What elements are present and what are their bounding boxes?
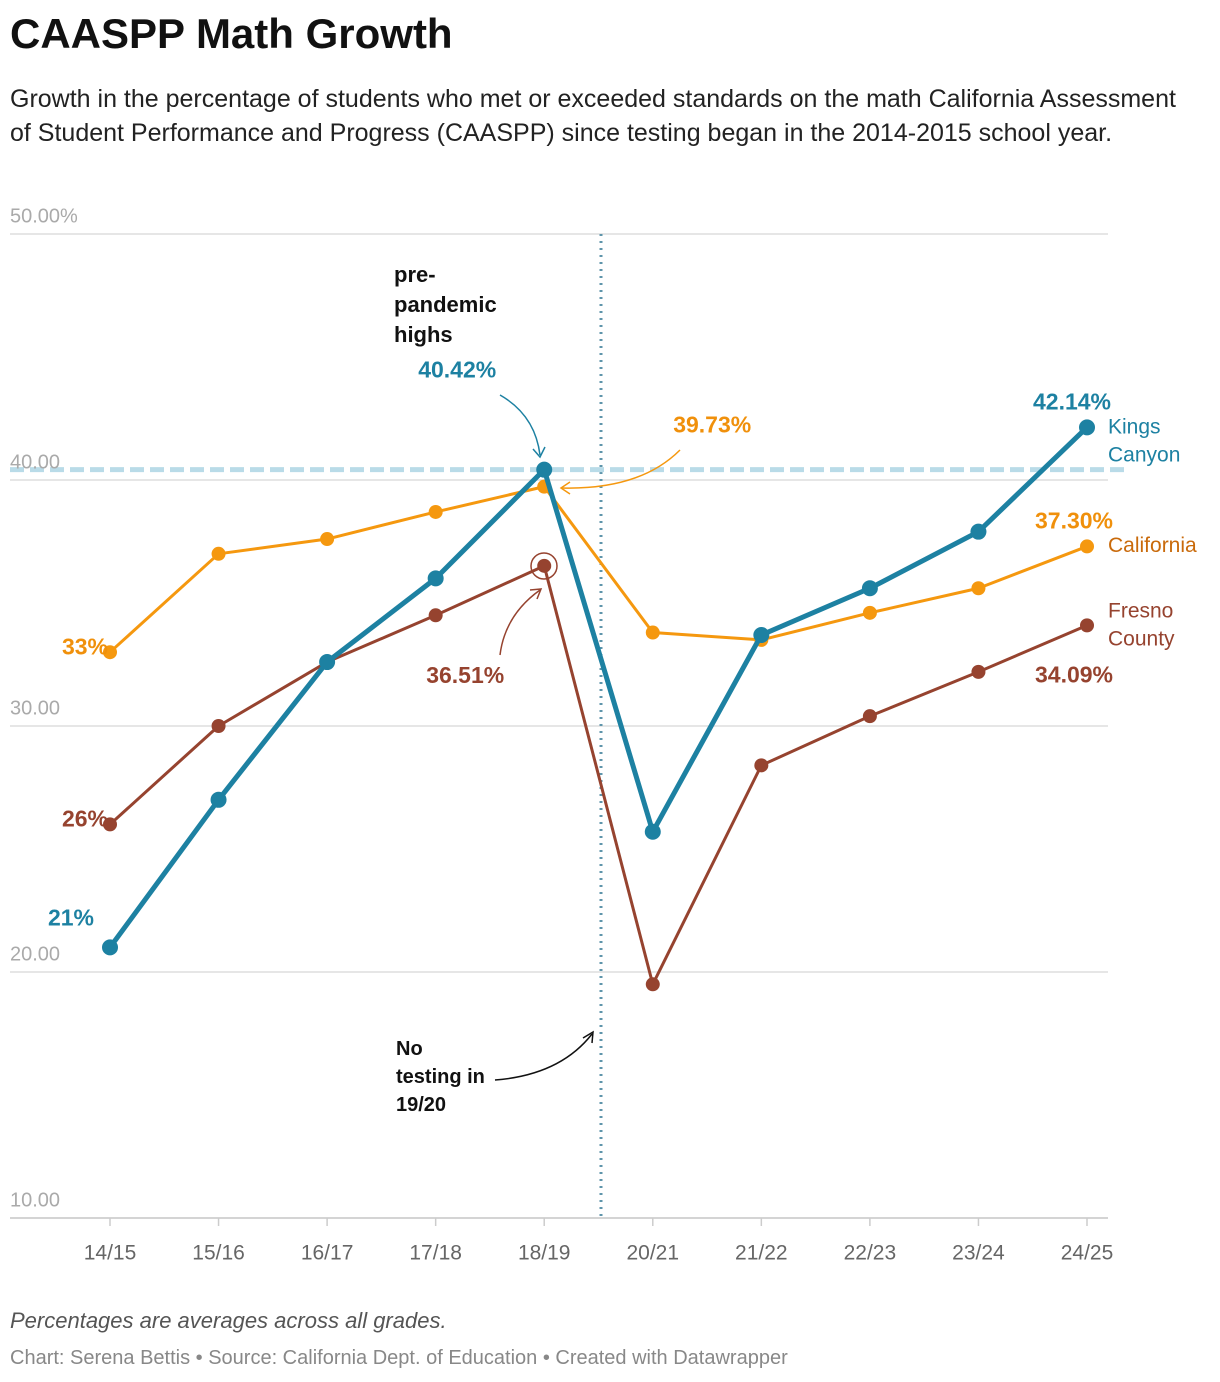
value-label: 40.42% [418, 357, 496, 383]
x-tick-label: 23/24 [952, 1242, 1005, 1265]
x-tick-label: 20/21 [626, 1242, 679, 1265]
note: Percentages are averages across all grad… [10, 1308, 447, 1333]
series-label: California [1108, 534, 1197, 557]
x-tick-label: 18/19 [518, 1242, 571, 1265]
value-label: 42.14% [1033, 388, 1111, 414]
x-tick-label: 14/15 [84, 1242, 137, 1265]
data-point [644, 823, 661, 840]
arrow [494, 1033, 593, 1081]
y-tick-label: 30.00 [10, 697, 60, 719]
value-label: 39.73% [673, 412, 751, 438]
data-point [1079, 419, 1095, 436]
data-point [319, 654, 336, 671]
data-point [210, 791, 227, 808]
series-line [108, 485, 1088, 654]
data-point [971, 664, 986, 679]
value-label: 36.51% [426, 662, 504, 688]
x-tick-label: 24/25 [1061, 1242, 1114, 1265]
data-point [645, 977, 660, 992]
arrowhead [529, 588, 543, 600]
x-tick-label: 16/17 [301, 1242, 354, 1265]
data-point [320, 532, 335, 547]
series-line [107, 425, 1089, 949]
arrowhead [582, 1030, 594, 1044]
y-tick-label: 20.00 [10, 943, 60, 965]
y-tick-label: 10.00 [10, 1189, 60, 1211]
arrowhead [532, 446, 546, 459]
value-label: 21% [48, 904, 94, 930]
series-label: Fresno County [1108, 599, 1179, 650]
x-tick-label: 15/16 [192, 1242, 245, 1265]
data-point [537, 558, 552, 573]
data-point [971, 581, 986, 596]
data-point [103, 817, 117, 832]
annotation: pre-pandemic highs [394, 262, 497, 347]
data-point [102, 939, 118, 956]
credit: Chart: Serena Bettis • Source: Californi… [10, 1347, 788, 1369]
data-point [645, 625, 660, 640]
value-label: 33% [62, 633, 108, 659]
x-tick-label: 22/23 [844, 1242, 897, 1265]
data-point [861, 580, 878, 597]
arrow [499, 394, 541, 456]
series-label: Kings Canyon [1108, 415, 1180, 466]
chart-title: CAASPP Math Growth [10, 10, 453, 57]
data-point [754, 758, 769, 773]
highlight-ring [530, 552, 558, 580]
y-tick-label: 50.00% [10, 205, 78, 227]
data-point [753, 626, 770, 643]
data-point [862, 709, 877, 724]
x-tick-label: 21/22 [735, 1242, 788, 1265]
data-point [1080, 618, 1094, 633]
value-label: 37.30% [1035, 507, 1113, 533]
value-label: 34.09% [1035, 661, 1113, 687]
arrow [561, 449, 681, 489]
data-point [1080, 539, 1094, 554]
y-tick-label: 40.00 [10, 451, 60, 473]
data-point [211, 719, 226, 733]
series-line [108, 564, 1088, 986]
arrowhead [559, 481, 571, 495]
data-point [427, 570, 444, 587]
data-point [211, 546, 226, 561]
x-tick-label: 17/18 [409, 1242, 462, 1265]
arrow [499, 589, 541, 656]
annotation: No testing in 19/20 [396, 1038, 485, 1116]
data-point [428, 608, 443, 623]
data-point [970, 523, 987, 540]
value-label: 26% [62, 805, 108, 831]
data-point [428, 504, 443, 519]
data-point [103, 645, 117, 660]
data-point [862, 605, 877, 620]
chart-subtitle: Growth in the percentage of students who… [10, 85, 1176, 147]
data-point [536, 461, 553, 478]
